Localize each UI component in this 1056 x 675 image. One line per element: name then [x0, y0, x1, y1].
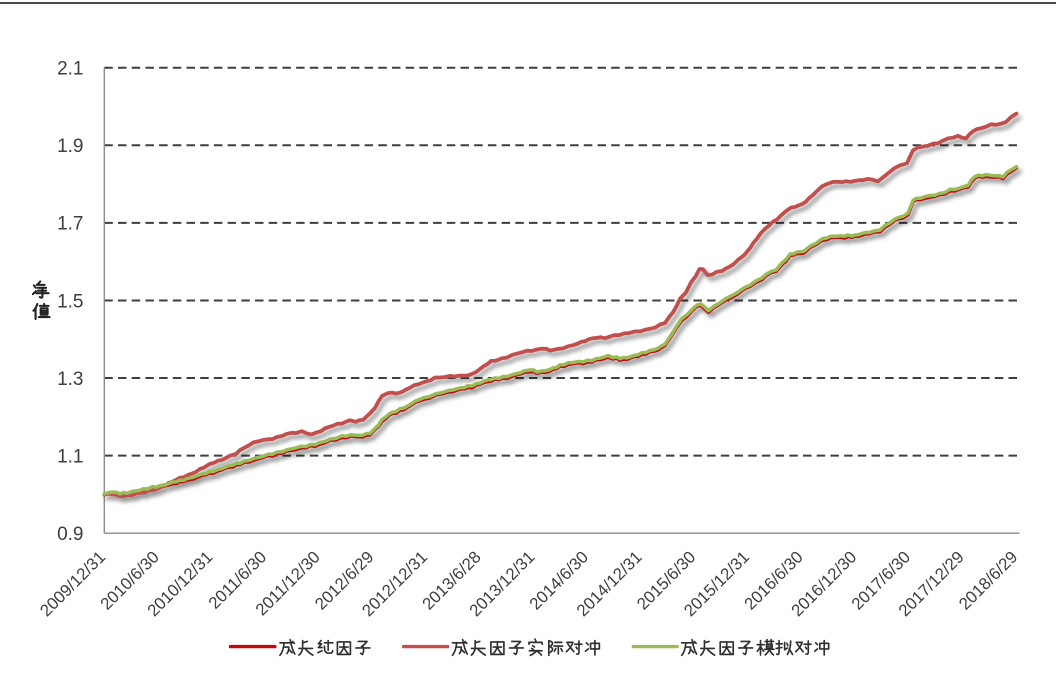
svg-text:2018/6/29: 2018/6/29 [955, 547, 1021, 613]
svg-text:1.7: 1.7 [57, 214, 83, 235]
svg-text:1.5: 1.5 [57, 291, 83, 312]
svg-text:1.1: 1.1 [57, 446, 83, 467]
svg-text:2.1: 2.1 [57, 59, 83, 80]
svg-text:1.9: 1.9 [57, 136, 83, 157]
svg-text:2009/12/31: 2009/12/31 [36, 547, 109, 620]
svg-text:1.3: 1.3 [57, 369, 83, 390]
svg-text:0.9: 0.9 [57, 524, 83, 545]
